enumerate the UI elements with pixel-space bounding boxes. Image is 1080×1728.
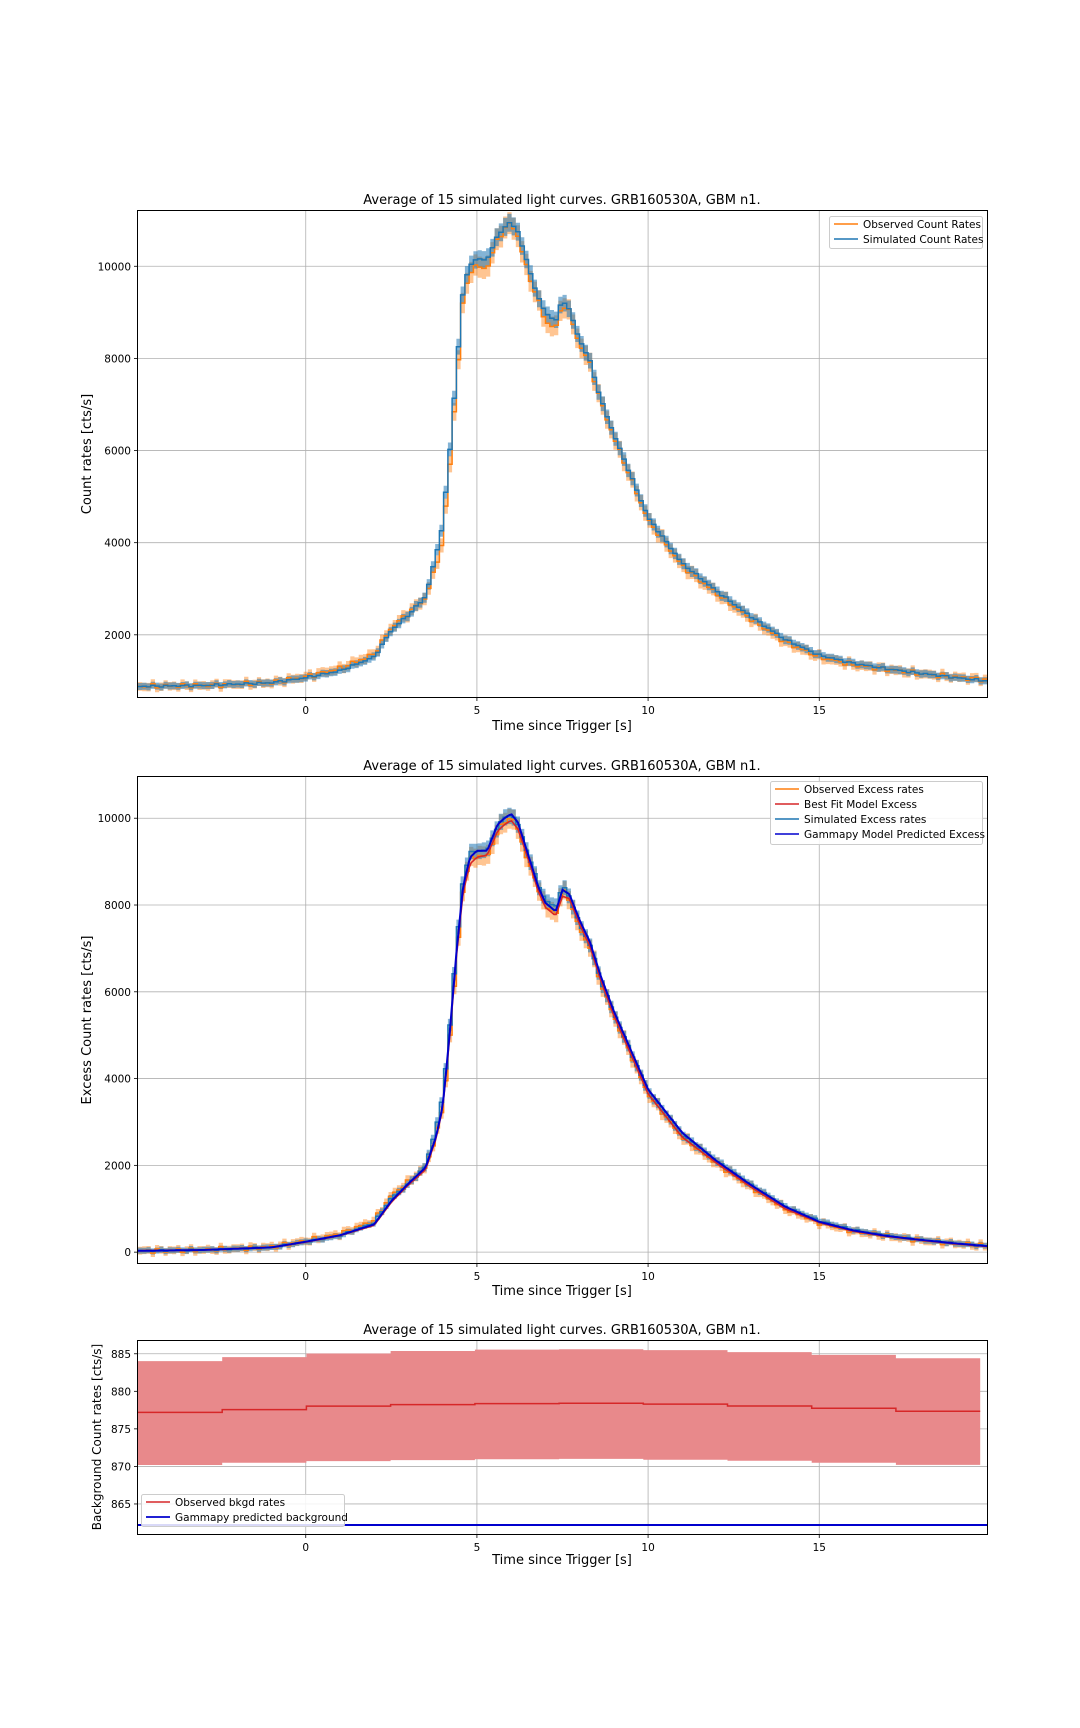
chart-3-legend: Observed bkgd rates Gammapy predicted ba… [141, 1494, 348, 1527]
y-tick-label: 8000 [104, 900, 131, 912]
legend-label-observed-excess: Observed Excess rates [804, 784, 924, 796]
legend-label-simulated: Simulated Count Rates [863, 234, 983, 246]
y-tick-label: 4000 [104, 1074, 131, 1086]
chart-panel-2: Average of 15 simulated light curves. GR… [80, 759, 988, 1299]
legend-label-observed: Observed Count Rates [863, 219, 981, 231]
observed-bkgd-line [138, 1402, 981, 1414]
chart-3-title: Average of 15 simulated light curves. GR… [363, 1323, 760, 1338]
x-tick-label: 10 [641, 705, 654, 717]
y-tick-label: 885 [111, 1349, 131, 1361]
y-tick-label: 2000 [104, 1160, 131, 1172]
x-tick-label: 10 [641, 1271, 654, 1283]
y-tick-label: 8000 [104, 353, 131, 365]
legend-label-simulated-excess: Simulated Excess rates [804, 814, 926, 826]
y-tick-label: 4000 [104, 538, 131, 550]
y-tick-label: 0 [124, 1247, 131, 1259]
chart-3-frame [137, 1340, 988, 1535]
x-tick-label: 0 [302, 1271, 309, 1283]
chart-1-legend: Observed Count Rates Simulated Count Rat… [829, 216, 983, 249]
chart-3-ylabel: Background Count rates [cts/s] [90, 1344, 104, 1531]
x-tick-label: 5 [474, 1271, 481, 1283]
y-tick-label: 2000 [104, 630, 131, 642]
chart-2-frame [137, 776, 988, 1264]
chart-1-frame [137, 210, 988, 698]
legend-label-bestfit: Best Fit Model Excess [804, 799, 917, 811]
y-tick-label: 880 [111, 1386, 131, 1398]
x-tick-label: 10 [641, 1542, 654, 1554]
chart-2-xlabel: Time since Trigger [s] [491, 1284, 632, 1299]
x-tick-label: 5 [474, 705, 481, 717]
chart-1-ylabel: Count rates [cts/s] [80, 394, 95, 514]
background-error-band [138, 1349, 981, 1465]
y-tick-label: 870 [111, 1461, 131, 1473]
x-tick-label: 15 [813, 1271, 826, 1283]
chart-panel-1: Average of 15 simulated light curves. GR… [80, 193, 988, 734]
legend-label-gammapy-bkgd: Gammapy predicted background [175, 1512, 348, 1524]
x-tick-label: 0 [302, 1542, 309, 1554]
y-tick-label: 875 [111, 1424, 131, 1436]
chart-3-xlabel: Time since Trigger [s] [491, 1553, 632, 1568]
chart-2-title: Average of 15 simulated light curves. GR… [363, 759, 760, 774]
x-tick-label: 15 [813, 1542, 826, 1554]
gammapy-model-line [138, 813, 988, 1252]
chart-panel-3: Average of 15 simulated light curves. GR… [90, 1323, 988, 1568]
chart-1-title: Average of 15 simulated light curves. GR… [363, 193, 760, 208]
legend-label-gammapy: Gammapy Model Predicted Excess [804, 829, 985, 841]
y-tick-label: 6000 [104, 987, 131, 999]
chart-2-legend: Observed Excess rates Best Fit Model Exc… [770, 781, 985, 845]
y-tick-label: 10000 [98, 813, 131, 825]
y-tick-label: 10000 [98, 261, 131, 273]
legend-label-observed-bkgd: Observed bkgd rates [175, 1497, 285, 1509]
y-tick-label: 6000 [104, 446, 131, 458]
x-tick-label: 0 [302, 705, 309, 717]
simulated-rate-line [138, 221, 987, 688]
y-tick-label: 865 [111, 1499, 131, 1511]
chart-2-ylabel: Excess Count rates [cts/s] [80, 936, 95, 1105]
chart-1-xlabel: Time since Trigger [s] [491, 719, 632, 734]
x-tick-label: 15 [813, 705, 826, 717]
x-tick-label: 5 [474, 1542, 481, 1554]
